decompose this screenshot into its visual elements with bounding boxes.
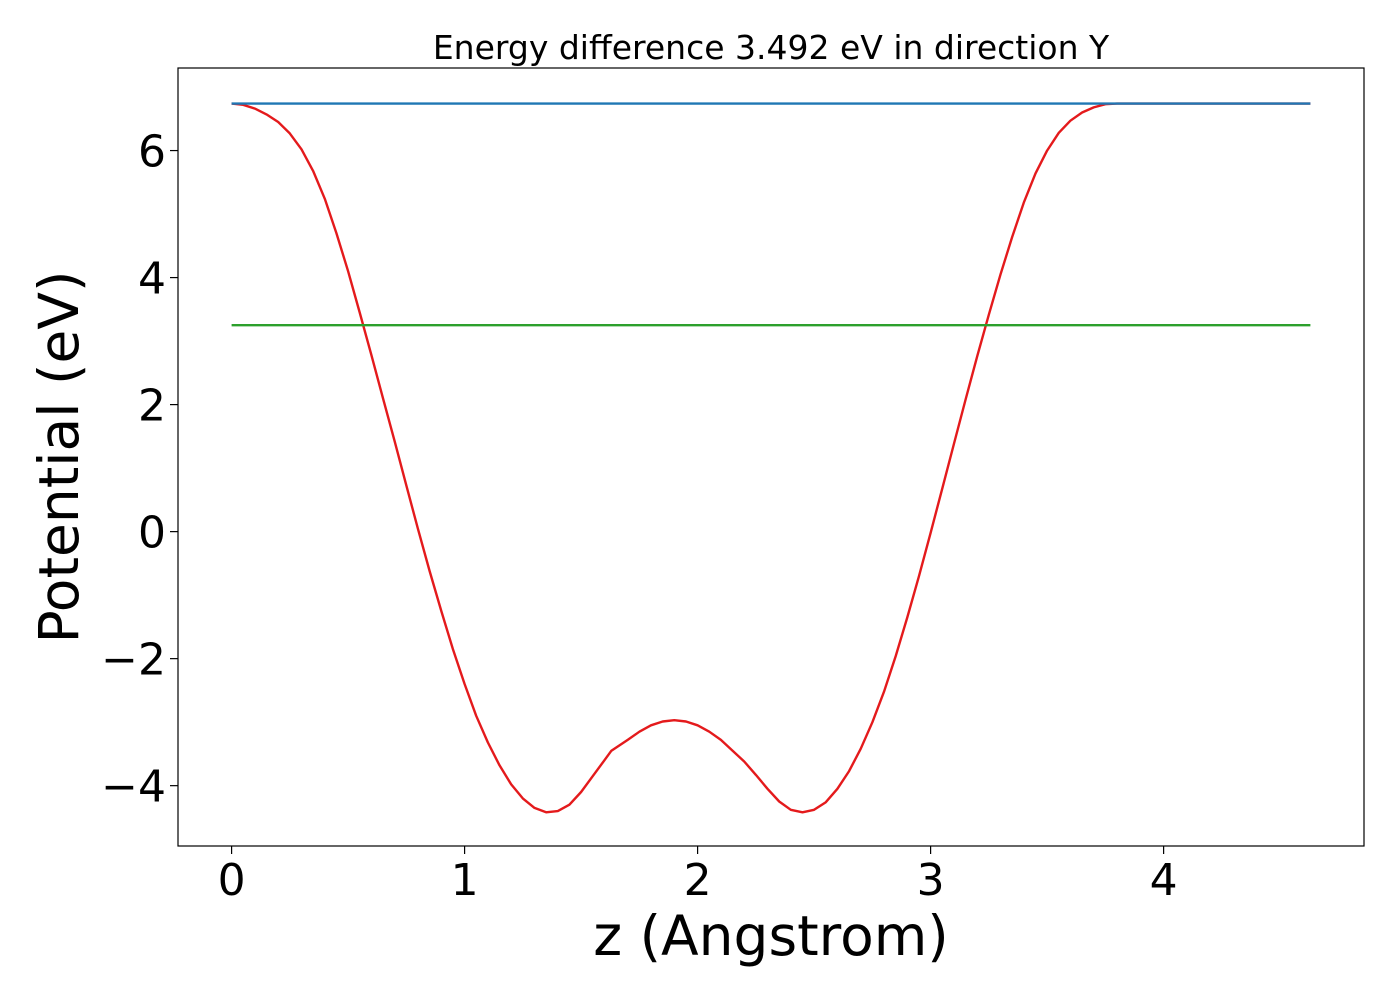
y-tick-label: −2	[101, 635, 166, 686]
y-tick-label: 2	[138, 381, 166, 432]
x-axis-ticks: 0 1 2 3 4	[218, 846, 1178, 906]
y-tick-label: 6	[138, 127, 166, 178]
series-line-1	[231, 102, 1311, 814]
y-tick-label: −4	[101, 762, 166, 813]
x-axis-label: z (Angstrom)	[593, 904, 949, 968]
series-layer	[231, 102, 1311, 814]
x-tick-label: 3	[917, 855, 945, 906]
x-tick-label: 4	[1150, 855, 1178, 906]
y-tick-label: 0	[138, 508, 166, 559]
x-tick-label: 1	[451, 855, 479, 906]
y-axis-label: Potential (eV)	[27, 271, 91, 644]
x-tick-label: 2	[684, 855, 712, 906]
x-tick-label: 0	[218, 855, 246, 906]
y-axis-ticks: −4 −2 0 2 4 6	[101, 127, 178, 813]
y-tick-label: 4	[138, 254, 166, 305]
chart-title: Energy difference 3.492 eV in direction …	[433, 28, 1110, 67]
plot-area-frame	[177, 67, 1365, 847]
